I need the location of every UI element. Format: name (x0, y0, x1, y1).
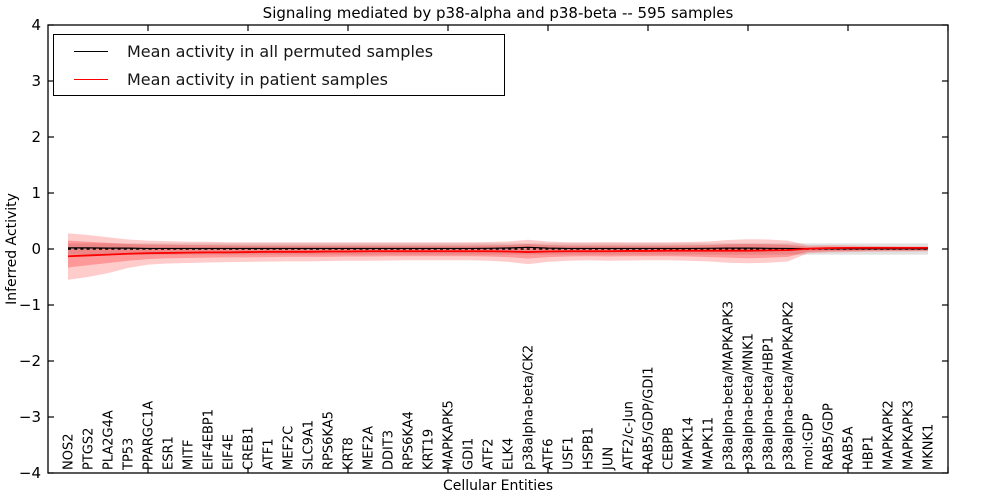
y-axis-label: Inferred Activity (4, 193, 20, 305)
x-category-label: MAPK11 (701, 417, 716, 470)
patient-mean-line (67, 246, 928, 258)
patient-samples-outer-band (68, 233, 928, 280)
chart-title: Signaling mediated by p38-alpha and p38-… (262, 4, 734, 22)
x-category-label: MAPKAPK2 (881, 400, 896, 470)
x-category-label: MEF2A (361, 426, 376, 470)
x-category-label: p38alpha-beta/MAPKAPK2 (781, 301, 796, 470)
x-category-label: PPARGC1A (141, 401, 156, 470)
x-category-label: MAPKAPK3 (901, 400, 916, 470)
x-category-label: PTGS2 (81, 428, 96, 470)
legend-entry-permuted: Mean activity in all permuted samples (54, 38, 504, 64)
x-category-label: RPS6KA4 (401, 411, 416, 470)
y-tick-label: −1 (19, 296, 41, 314)
y-tick-label: 1 (31, 184, 41, 202)
x-category-label: mol:GDP (801, 413, 816, 470)
patient-line-sample-icon (74, 78, 108, 80)
legend-entry-patient: Mean activity in patient samples (54, 66, 504, 92)
x-category-label: CREB1 (241, 426, 256, 470)
legend: Mean activity in all permuted samples Me… (53, 34, 505, 96)
x-category-label: MAPKAPK5 (441, 400, 456, 470)
x-category-label: RAB5A (841, 426, 856, 470)
x-category-label: ELK4 (501, 438, 516, 470)
x-category-label: KRT19 (421, 429, 436, 470)
x-category-label: ATF1 (261, 438, 276, 470)
x-category-label: KRT8 (341, 437, 356, 470)
x-category-label: USF1 (561, 436, 576, 470)
x-category-label: ATF2/c-Jun (621, 401, 636, 470)
x-category-label: EIF4E (221, 434, 236, 470)
x-category-label: p38alpha-beta/CK2 (521, 345, 536, 470)
x-category-label: EIF4EBP1 (201, 409, 216, 470)
x-category-label: MITF (181, 440, 196, 470)
y-tick-label: −3 (19, 408, 41, 426)
x-axis-label: Cellular Entities (442, 478, 554, 494)
x-category-label: CEBPB (661, 427, 676, 470)
x-category-label: ATF2 (481, 438, 496, 470)
x-category-label: GDI1 (461, 438, 476, 470)
x-category-label: p38alpha-beta/MAPKAPK3 (721, 301, 736, 470)
x-category-label: ATF6 (541, 438, 556, 470)
y-tick-label: −4 (19, 464, 41, 482)
x-category-label: HBP1 (861, 435, 876, 470)
x-category-label: NOS2 (61, 434, 76, 470)
permuted-line-sample-icon (74, 50, 108, 52)
y-tick-label: 3 (31, 72, 41, 90)
x-category-label: SLC9A1 (301, 420, 316, 470)
x-category-label: JUN (601, 447, 616, 471)
x-category-label: DDIT3 (381, 430, 396, 470)
permuted-mean-line (68, 246, 928, 250)
x-category-label: MKNK1 (921, 424, 936, 470)
x-category-label: RAB5/GDP (821, 403, 836, 470)
x-category-label: TP53 (121, 438, 136, 471)
x-category-label: ESR1 (161, 436, 176, 470)
patient-samples-inner-band (68, 240, 928, 268)
x-category-label: RAB5/GDP/GDI1 (641, 367, 656, 470)
x-category-label: MEF2C (281, 426, 296, 470)
x-category-label: RPS6KA5 (321, 411, 336, 470)
x-category-label: PLA2G4A (101, 410, 116, 470)
y-tick-label: 0 (31, 240, 41, 258)
x-category-label: MAPK14 (681, 417, 696, 470)
x-category-label: p38alpha-beta/HBP1 (761, 336, 776, 470)
y-tick-label: 2 (31, 128, 41, 146)
x-category-label: HSPB1 (581, 427, 596, 470)
y-tick-label: 4 (31, 16, 41, 34)
y-tick-label: −2 (19, 352, 41, 370)
legend-label-patient: Mean activity in patient samples (127, 69, 388, 89)
x-category-label: p38alpha-beta/MNK1 (741, 333, 756, 470)
legend-label-permuted: Mean activity in all permuted samples (127, 41, 434, 61)
